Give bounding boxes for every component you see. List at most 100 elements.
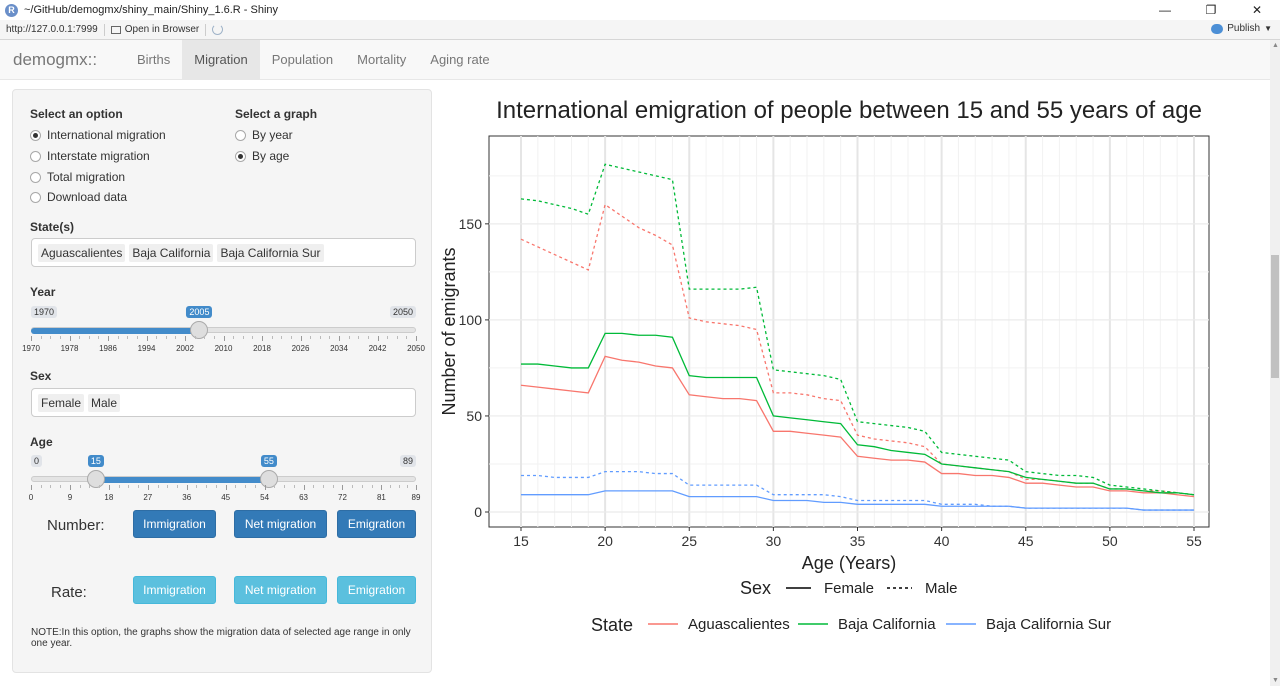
chevron-down-icon: ▼: [1264, 24, 1272, 33]
radio-international-migration[interactable]: International migration: [30, 128, 166, 142]
radio-by-age[interactable]: By age: [235, 149, 289, 163]
publish-button[interactable]: Publish ▼: [1211, 23, 1272, 34]
slider-tick: [108, 336, 109, 341]
slider-minor-tick: [117, 336, 119, 339]
slider-tick: [264, 485, 266, 490]
slider-minor-tick: [88, 336, 90, 339]
slider-to-handle[interactable]: [259, 470, 278, 488]
year-slider[interactable]: 1970 2050 2005 1970 1978 1986 1994 2002 2010 2…: [22, 306, 425, 356]
slider-tick: [185, 336, 186, 341]
slider-tick: [416, 336, 417, 341]
refresh-icon[interactable]: [212, 24, 224, 35]
legend-state-label: Baja California Sur: [986, 616, 1111, 633]
slider-tick-label: 2018: [253, 344, 271, 353]
rate-emigration-button[interactable]: Emigration: [337, 576, 416, 604]
slider-minor-tick: [284, 485, 286, 488]
tab-population[interactable]: Population: [271, 52, 334, 67]
slider-tick: [69, 336, 71, 341]
sex-chip[interactable]: Male: [88, 393, 121, 412]
slider-minor-tick: [319, 336, 321, 339]
slider-minor-tick: [50, 336, 52, 339]
slider-tick: [262, 336, 263, 341]
option-group-label: Select an option: [30, 107, 123, 121]
sex-select[interactable]: Female Male: [31, 388, 416, 417]
minimize-icon[interactable]: —: [1159, 3, 1171, 17]
radio-button[interactable]: [30, 191, 41, 203]
slider-handle[interactable]: [190, 321, 209, 339]
slider-minor-tick: [313, 485, 315, 488]
radio-by-year[interactable]: By year: [235, 128, 293, 142]
radio-button[interactable]: [30, 150, 41, 162]
slider-minor-tick: [352, 485, 354, 488]
slider-minor-tick: [138, 485, 140, 488]
close-icon[interactable]: ✕: [1251, 3, 1263, 17]
scrollbar-thumb[interactable]: [1271, 255, 1279, 378]
number-row-label: Number:: [47, 517, 105, 534]
slider-minor-tick: [167, 485, 169, 488]
age-slider[interactable]: 0 89 15 55 0 9 18 27 36 45 54 63 72 81 89: [28, 455, 420, 505]
legend-sex-label: Male: [925, 580, 958, 597]
state-chip[interactable]: Baja California Sur: [217, 243, 324, 262]
states-select[interactable]: Aguascalientes Baja California Baja Cali…: [31, 238, 416, 267]
slider-minor-tick: [215, 485, 217, 488]
slider-minor-tick: [274, 485, 276, 488]
slider-from-handle[interactable]: [86, 470, 105, 488]
slider-minor-tick: [332, 485, 334, 488]
number-emigration-button[interactable]: Emigration: [337, 510, 416, 538]
chart-title: International emigration of people betwe…: [496, 97, 1202, 124]
scroll-up-icon[interactable]: ▲: [1272, 42, 1279, 49]
slider-tick-label: 0: [28, 493, 34, 502]
slider-tick-label: 2042: [368, 344, 387, 353]
radio-button[interactable]: [30, 171, 41, 183]
window-controls: — ❐ ✕: [1142, 0, 1280, 20]
radio-button[interactable]: [30, 129, 41, 141]
series-line-baja-california-male: [520, 163, 1195, 496]
slider-tick: [339, 336, 340, 341]
radio-label: International migration: [47, 128, 166, 142]
tab-migration[interactable]: Migration: [182, 40, 260, 79]
browser-window-icon: [110, 25, 121, 34]
number-net-migration-button[interactable]: Net migration: [234, 510, 327, 538]
open-in-browser-button[interactable]: Open in Browser: [110, 24, 199, 35]
radio-interstate-migration[interactable]: Interstate migration: [30, 149, 150, 163]
emigration-line-chart: International emigration of people betwe…: [439, 97, 1210, 635]
year-label: Year: [30, 285, 56, 299]
vertical-scrollbar[interactable]: ▲ ▼: [1270, 40, 1280, 686]
scroll-down-icon[interactable]: ▼: [1272, 677, 1279, 684]
slider-minor-tick: [79, 485, 81, 488]
series-line-aguascalientes-female: [520, 355, 1195, 498]
x-tick-label: 20: [597, 533, 613, 549]
x-tick-label: 35: [850, 533, 866, 549]
rate-net-migration-button[interactable]: Net migration: [234, 576, 327, 604]
radio-button[interactable]: [235, 150, 246, 162]
state-chip[interactable]: Aguascalientes: [38, 243, 126, 262]
state-chip[interactable]: Baja California: [129, 243, 214, 262]
slider-minor-tick: [242, 336, 244, 339]
tab-mortality[interactable]: Mortality: [357, 52, 407, 67]
slider-tick-label: 89: [411, 493, 421, 502]
slider-tick-label: 1978: [60, 344, 79, 353]
tab-aging-rate[interactable]: Aging rate: [430, 52, 490, 67]
slider-tick-label: 1970: [22, 344, 40, 353]
slider-tick-label: 36: [182, 493, 192, 502]
slider-minor-tick: [406, 336, 408, 339]
slider-bar: [95, 477, 269, 483]
radio-label: Download data: [47, 190, 128, 204]
slider-tick-label: 63: [299, 493, 308, 502]
sex-chip[interactable]: Female: [38, 393, 85, 412]
legend-state-title: State: [591, 615, 633, 635]
slider-tick: [300, 336, 302, 341]
radio-label: Total migration: [47, 170, 126, 184]
slider-minor-tick: [128, 485, 130, 488]
rate-immigration-button[interactable]: Immigration: [133, 576, 216, 604]
graph-group-label: Select a graph: [235, 107, 318, 121]
slider-minor-tick: [165, 336, 167, 339]
slider-tick-label: 72: [338, 493, 347, 502]
restore-icon[interactable]: ❐: [1205, 3, 1217, 17]
radio-total-migration[interactable]: Total migration: [30, 170, 125, 184]
number-immigration-button[interactable]: Immigration: [133, 510, 216, 538]
tab-births[interactable]: Births: [137, 52, 171, 67]
y-tick-label: 0: [474, 504, 482, 520]
radio-button[interactable]: [235, 129, 246, 141]
radio-download-data[interactable]: Download data: [30, 190, 127, 204]
